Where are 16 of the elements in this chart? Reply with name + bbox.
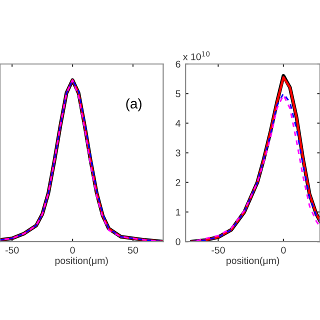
x-axis-title: position(μm): [226, 256, 280, 266]
x-tick-label: 0: [70, 246, 75, 254]
x-tick-label: 50: [128, 246, 138, 254]
y-tick-label: 5: [176, 90, 180, 98]
y-tick-label: 4: [176, 120, 180, 127]
x-tick-label: 0: [281, 246, 286, 254]
x-tick-label: -50: [5, 246, 19, 254]
annotation: (a): [126, 98, 142, 112]
x-axis-title: position(μm): [55, 256, 108, 266]
text: x 10$^{10}$: [183, 51, 210, 60]
y-tick-label: 6: [176, 60, 180, 68]
x-tick-label: -50: [212, 246, 225, 254]
y-tick-label: 2: [176, 179, 180, 186]
y-tick-label: 0: [176, 238, 180, 246]
y-tick-label: 3: [176, 150, 180, 156]
y-tick-label: 1: [176, 208, 180, 216]
